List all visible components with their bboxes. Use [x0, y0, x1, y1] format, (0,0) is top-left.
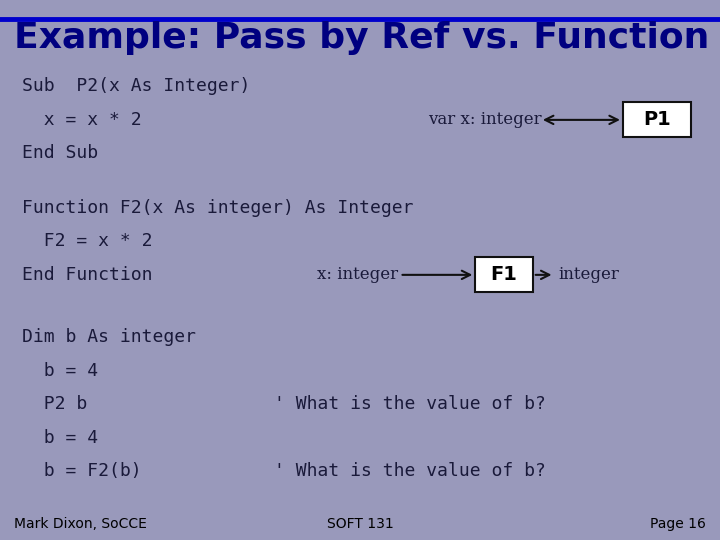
Text: Page 16: Page 16	[649, 517, 706, 531]
Text: SOFT 131: SOFT 131	[327, 517, 393, 531]
Text: End Sub: End Sub	[22, 144, 98, 163]
Text: Dim b As integer: Dim b As integer	[22, 328, 196, 347]
Text: integer: integer	[558, 266, 619, 284]
Text: Mark Dixon, SoCCE: Mark Dixon, SoCCE	[14, 517, 148, 531]
Text: Function F2(x As integer) As Integer: Function F2(x As integer) As Integer	[22, 199, 413, 217]
Text: x: integer: x: integer	[317, 266, 398, 284]
Text: ' What is the value of b?: ' What is the value of b?	[274, 462, 546, 481]
Text: End Function: End Function	[22, 266, 152, 284]
Text: F2 = x * 2: F2 = x * 2	[22, 232, 152, 251]
Text: Sub  P2(x As Integer): Sub P2(x As Integer)	[22, 77, 250, 96]
Bar	[475, 257, 533, 293]
Text: var x: integer: var x: integer	[428, 111, 542, 129]
Text: x = x * 2: x = x * 2	[22, 111, 141, 129]
Bar	[623, 102, 691, 137]
Text: b = 4: b = 4	[22, 362, 98, 380]
Text: P2 b: P2 b	[22, 395, 87, 414]
Text: ' What is the value of b?: ' What is the value of b?	[274, 395, 546, 414]
Text: P1: P1	[643, 110, 671, 130]
Text: F1: F1	[490, 265, 518, 285]
Text: b = F2(b): b = F2(b)	[22, 462, 141, 481]
Text: b = 4: b = 4	[22, 429, 98, 447]
Text: Example: Pass by Ref vs. Function: Example: Pass by Ref vs. Function	[14, 21, 710, 55]
